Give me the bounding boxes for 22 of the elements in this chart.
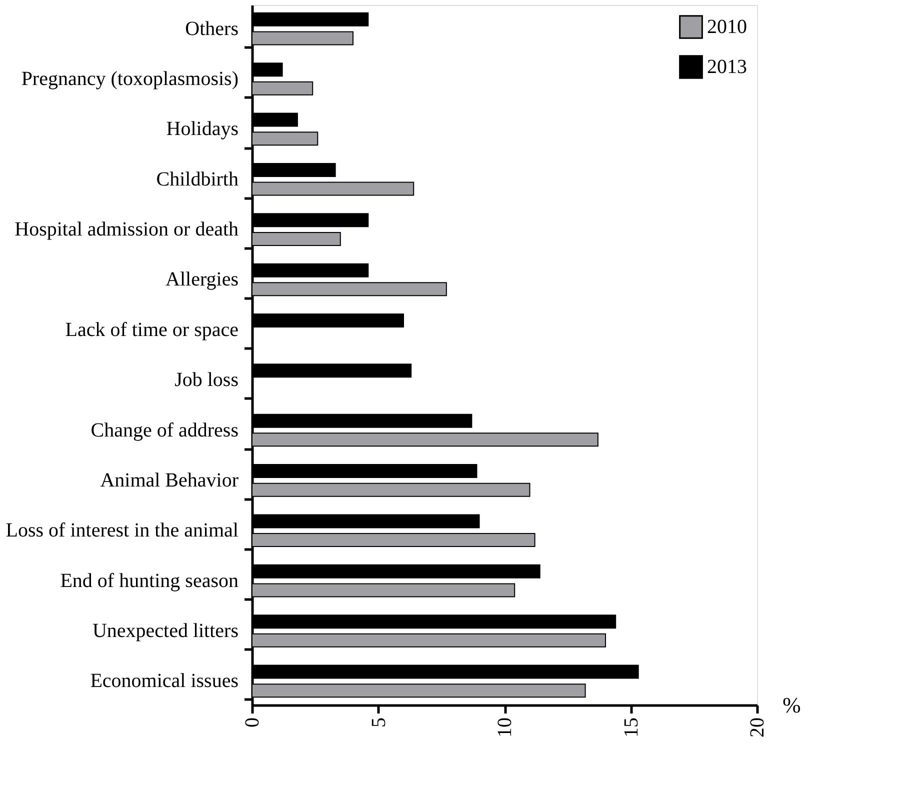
y-tick-label: Loss of interest in the animal (6, 520, 239, 542)
x-tick-label: 15 (620, 718, 642, 738)
y-tick-label: Pregnancy (toxoplasmosis) (21, 68, 238, 90)
y-tick-label: Change of address (90, 419, 239, 442)
y-tick-label: Childbirth (156, 168, 238, 190)
y-tick-label: Allergies (166, 268, 239, 291)
y-tick-label: Holidays (166, 118, 239, 140)
y-tick-label: Lack of time or space (65, 318, 239, 341)
y-tick-label: Animal Behavior (100, 469, 239, 492)
y-tick-label: Job loss (174, 369, 239, 392)
legend-label: 2013 (707, 56, 747, 78)
y-tick-label: Economical issues (90, 670, 239, 692)
x-tick-label: 0 (242, 718, 264, 728)
x-axis-title: % (782, 692, 801, 718)
y-tick-label: Unexpected litters (92, 620, 239, 642)
y-tick-label: Hospital admission or death (14, 218, 238, 241)
x-tick-label: 20 (746, 718, 768, 738)
legend-label: 2010 (707, 16, 747, 38)
y-tick-label: Others (185, 18, 239, 40)
y-tick-label: End of hunting season (60, 570, 238, 592)
x-tick-label: 10 (494, 718, 516, 738)
x-tick-label: 5 (368, 718, 390, 728)
